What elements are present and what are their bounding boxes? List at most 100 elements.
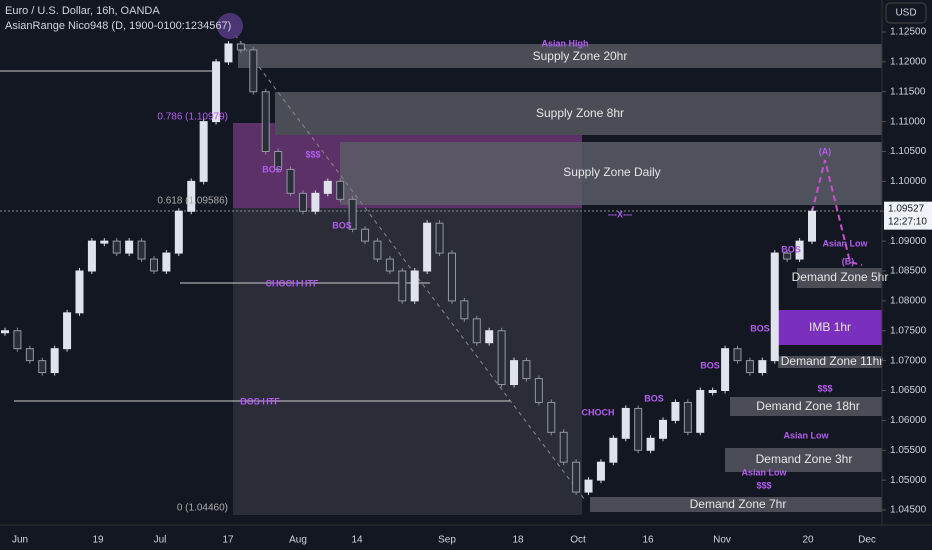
candle — [311, 192, 320, 212]
candle — [721, 348, 730, 391]
currency-button[interactable] — [885, 2, 927, 24]
candle — [100, 240, 109, 244]
y-tick-label: 1.11000 — [890, 116, 926, 127]
x-tick-label: 19 — [92, 535, 104, 546]
chart-title: Euro / U.S. Dollar, 16h, OANDA — [5, 5, 160, 17]
y-tick-label: 1.07500 — [890, 325, 927, 336]
candle — [758, 360, 767, 374]
candle — [398, 270, 407, 302]
candle — [361, 228, 370, 242]
y-tick-label: 1.08000 — [890, 296, 927, 307]
candle — [659, 419, 668, 439]
candle — [783, 252, 792, 260]
y-tick-label: 1.07000 — [890, 355, 927, 366]
fib-label: 0.618 (1.09586) — [157, 196, 228, 207]
annotation: (A) — [819, 146, 832, 156]
candle — [323, 180, 332, 194]
indicator-label: AsianRange Nico948 (D, 1900-0100:1234567… — [5, 20, 231, 32]
candle — [696, 390, 705, 433]
candle — [646, 437, 655, 451]
x-tick-label: Nov — [713, 535, 731, 546]
annotation: BOS — [332, 220, 352, 230]
annotation: Asian Low — [783, 430, 829, 440]
candle — [199, 121, 208, 182]
zone — [730, 397, 882, 416]
candle — [87, 240, 96, 272]
candle — [472, 318, 481, 344]
candle — [13, 330, 22, 350]
annotation: CHOCH HTF — [266, 278, 319, 288]
candle — [733, 348, 742, 362]
zone — [275, 92, 882, 135]
zone — [340, 142, 882, 205]
candle — [38, 360, 47, 374]
annotation: BOS — [644, 393, 664, 403]
zone-label: Supply Zone Daily — [563, 165, 660, 179]
zone-label: Supply Zone 8hr — [536, 106, 624, 120]
price-tag — [884, 201, 932, 230]
candle — [261, 91, 270, 152]
annotation: (B) — [842, 256, 855, 266]
x-tick-label: 16 — [642, 535, 654, 546]
y-tick-label: 1.10000 — [890, 176, 927, 187]
fib-label: 0.786 (1.10979) — [157, 112, 228, 123]
countdown: 12:27:10 — [888, 216, 927, 227]
zone — [778, 356, 882, 368]
candle — [671, 401, 680, 421]
annotation: Asian High — [541, 38, 588, 48]
x-tick-label: 14 — [351, 535, 363, 546]
x-tick-label: Oct — [570, 535, 586, 546]
x-tick-label: Jun — [12, 535, 28, 546]
annotation: ---X--- — [608, 209, 632, 219]
marker — [217, 13, 243, 39]
candle — [634, 407, 643, 451]
currency[interactable]: USD — [895, 8, 916, 19]
x-tick-label: Aug — [289, 535, 307, 546]
zone — [238, 44, 882, 68]
y-tick-label: 1.05500 — [890, 445, 927, 456]
candle — [460, 300, 469, 320]
candle — [423, 222, 432, 272]
zone — [778, 310, 882, 345]
y-tick-label: 1.05000 — [890, 475, 927, 486]
candle — [298, 192, 307, 212]
y-tick-label: 1.08500 — [890, 266, 927, 277]
candle — [510, 360, 519, 386]
candle — [112, 240, 121, 254]
candle — [212, 61, 221, 123]
annotation: BOS — [781, 244, 801, 254]
x-tick-label: Dec — [858, 535, 876, 546]
candle — [1, 330, 9, 334]
price-label: 1.09527 — [888, 203, 925, 214]
x-tick-label: 18 — [512, 535, 524, 546]
candle — [584, 479, 593, 493]
candle — [162, 252, 171, 272]
y-tick-label: 1.09000 — [890, 236, 927, 247]
zone-label: Demand Zone 18hr — [756, 399, 859, 413]
candle — [125, 240, 134, 254]
fib-label: 0 (1.04460) — [177, 503, 228, 514]
candle — [808, 210, 816, 242]
y-tick-label: 1.11500 — [890, 86, 926, 97]
y-tick-label: 1.06000 — [890, 415, 927, 426]
candle — [435, 222, 444, 254]
candle — [373, 240, 382, 260]
y-tick-label: 1.12500 — [890, 27, 927, 38]
candle — [497, 330, 506, 386]
candle — [348, 198, 357, 230]
candle — [522, 360, 531, 380]
candle — [745, 360, 754, 374]
candle — [621, 407, 630, 439]
y-tick-label: 1.06500 — [890, 385, 927, 396]
candle — [149, 258, 158, 272]
candle — [286, 168, 295, 194]
annotation: BOS HTF — [240, 396, 280, 406]
zone — [797, 268, 882, 288]
zone-label: Demand Zone 3hr — [756, 452, 853, 466]
candle — [770, 252, 779, 362]
candle — [50, 348, 59, 374]
x-tick-label: Jul — [154, 535, 167, 546]
candle — [547, 401, 556, 433]
candle — [596, 461, 605, 481]
